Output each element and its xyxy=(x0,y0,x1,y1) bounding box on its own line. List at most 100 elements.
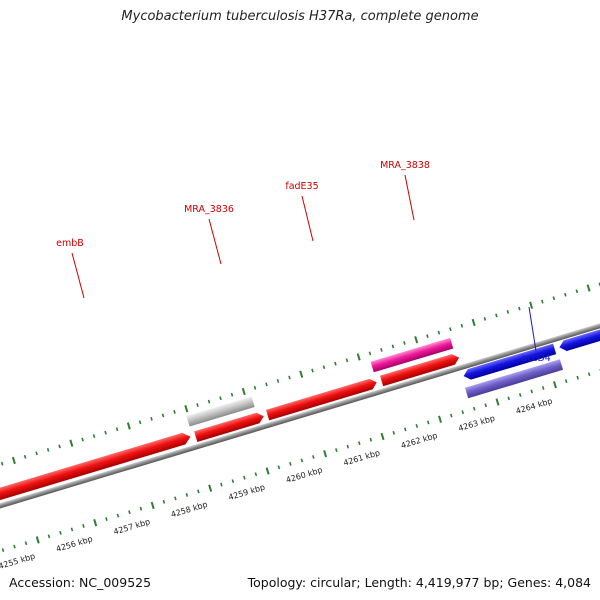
outer-tick xyxy=(586,284,591,292)
outer-tick xyxy=(161,413,165,418)
inner-tick xyxy=(220,482,223,487)
gene-label-embb[interactable]: embB xyxy=(56,238,84,249)
gene-label-mra-3838[interactable]: MRA_3838 xyxy=(380,160,430,171)
outer-tick xyxy=(437,330,441,335)
coordinate-label: 4260 kbp xyxy=(285,465,324,484)
coordinate-label: 4256 kbp xyxy=(55,534,94,553)
inner-tick xyxy=(587,372,591,377)
inner-tick xyxy=(289,461,292,466)
outer-tick xyxy=(0,461,4,466)
inner-tick xyxy=(254,472,258,477)
inner-tick xyxy=(197,489,200,494)
outer-tick xyxy=(196,403,199,407)
genome-backbone xyxy=(0,174,600,524)
inner-tick xyxy=(380,432,385,441)
coordinate-label: 4264 kbp xyxy=(515,396,554,415)
outer-tick xyxy=(483,316,487,321)
outer-tick xyxy=(368,351,372,356)
inner-tick xyxy=(449,413,453,418)
gene-label-accd4[interactable]: accD4 xyxy=(521,353,551,364)
inner-tick xyxy=(243,475,246,480)
gene-next-reverse-arrow[interactable] xyxy=(558,289,600,352)
pseudogene-mra3836-bar[interactable] xyxy=(186,396,255,427)
inner-tick xyxy=(427,420,430,425)
inner-tick xyxy=(358,441,361,446)
inner-tick xyxy=(265,467,270,475)
inner-tick xyxy=(576,375,579,380)
coordinate-label: 4255 kbp xyxy=(0,552,36,571)
gene-mra3836-arrow[interactable] xyxy=(194,411,265,442)
inner-tick xyxy=(93,519,98,527)
outer-tick xyxy=(69,439,74,447)
leader-line xyxy=(71,252,85,299)
outer-tick xyxy=(575,289,579,294)
outer-tick xyxy=(230,392,234,397)
reverse-feature-accD4-bar[interactable] xyxy=(465,359,564,399)
inner-tick xyxy=(300,458,304,463)
inner-tick xyxy=(392,430,396,435)
coordinate-label: 4261 kbp xyxy=(342,448,381,467)
outer-tick-row xyxy=(0,282,600,466)
coordinate-label: 4257 kbp xyxy=(112,517,151,536)
gene-accD4-arrow[interactable] xyxy=(462,343,557,382)
outer-tick xyxy=(541,299,544,304)
rna-feature-mra3838-bar[interactable] xyxy=(370,337,454,373)
gene-embB-arrow[interactable] xyxy=(0,431,192,517)
outer-tick xyxy=(471,318,476,327)
gene-fadE35-arrow[interactable] xyxy=(265,377,378,421)
outer-tick xyxy=(322,365,326,370)
outer-tick xyxy=(449,327,452,332)
inner-tick xyxy=(461,410,465,415)
inner-tick xyxy=(128,510,131,515)
inner-tick xyxy=(150,501,155,510)
outer-tick xyxy=(58,444,61,449)
accession-text: Accession: NC_009525 xyxy=(9,575,152,590)
inner-tick xyxy=(24,541,28,546)
coordinate-label: 4258 kbp xyxy=(170,500,209,519)
outer-tick xyxy=(506,310,510,314)
outer-tick xyxy=(391,344,395,349)
outer-tick xyxy=(299,370,304,378)
outer-tick xyxy=(207,399,211,404)
leader-line xyxy=(301,195,314,242)
map-title: Mycobacterium tuberculosis H37Ra, comple… xyxy=(121,9,479,24)
outer-tick xyxy=(253,385,257,390)
gene-label-fade35[interactable]: fadE35 xyxy=(285,181,318,192)
inner-tick xyxy=(530,389,533,394)
inner-tick xyxy=(564,379,568,384)
outer-tick xyxy=(126,422,131,430)
outer-tick xyxy=(334,361,337,366)
inner-tick xyxy=(59,530,62,535)
inner-tick xyxy=(13,544,16,549)
inner-tick xyxy=(518,393,522,397)
outer-tick xyxy=(138,420,142,425)
leader-line xyxy=(528,306,537,352)
inner-tick xyxy=(116,513,120,518)
outer-tick xyxy=(241,387,246,396)
outer-tick xyxy=(219,396,222,401)
inner-tick xyxy=(139,506,143,511)
outer-tick xyxy=(115,427,119,432)
outer-tick xyxy=(518,306,521,311)
coordinate-label: 4263 kbp xyxy=(457,414,496,433)
inner-tick xyxy=(185,493,189,497)
outer-tick xyxy=(11,456,16,465)
inner-tick xyxy=(495,398,500,406)
inner-tick xyxy=(1,548,5,552)
inner-tick xyxy=(438,415,442,423)
outer-tick xyxy=(564,292,567,297)
inner-tick xyxy=(105,517,108,521)
inner-tick xyxy=(35,536,40,544)
gene-label-mra-3836[interactable]: MRA_3836 xyxy=(184,204,234,215)
inner-tick xyxy=(208,484,213,492)
outer-tick xyxy=(35,451,38,456)
inner-tick xyxy=(174,496,177,501)
inner-tick xyxy=(369,437,373,442)
inner-tick xyxy=(277,465,281,470)
outer-tick xyxy=(276,379,280,383)
inner-tick xyxy=(404,427,407,432)
gene-mra3838-arrow[interactable] xyxy=(379,352,461,387)
inner-tick xyxy=(312,455,315,459)
inner-tick xyxy=(484,403,488,408)
